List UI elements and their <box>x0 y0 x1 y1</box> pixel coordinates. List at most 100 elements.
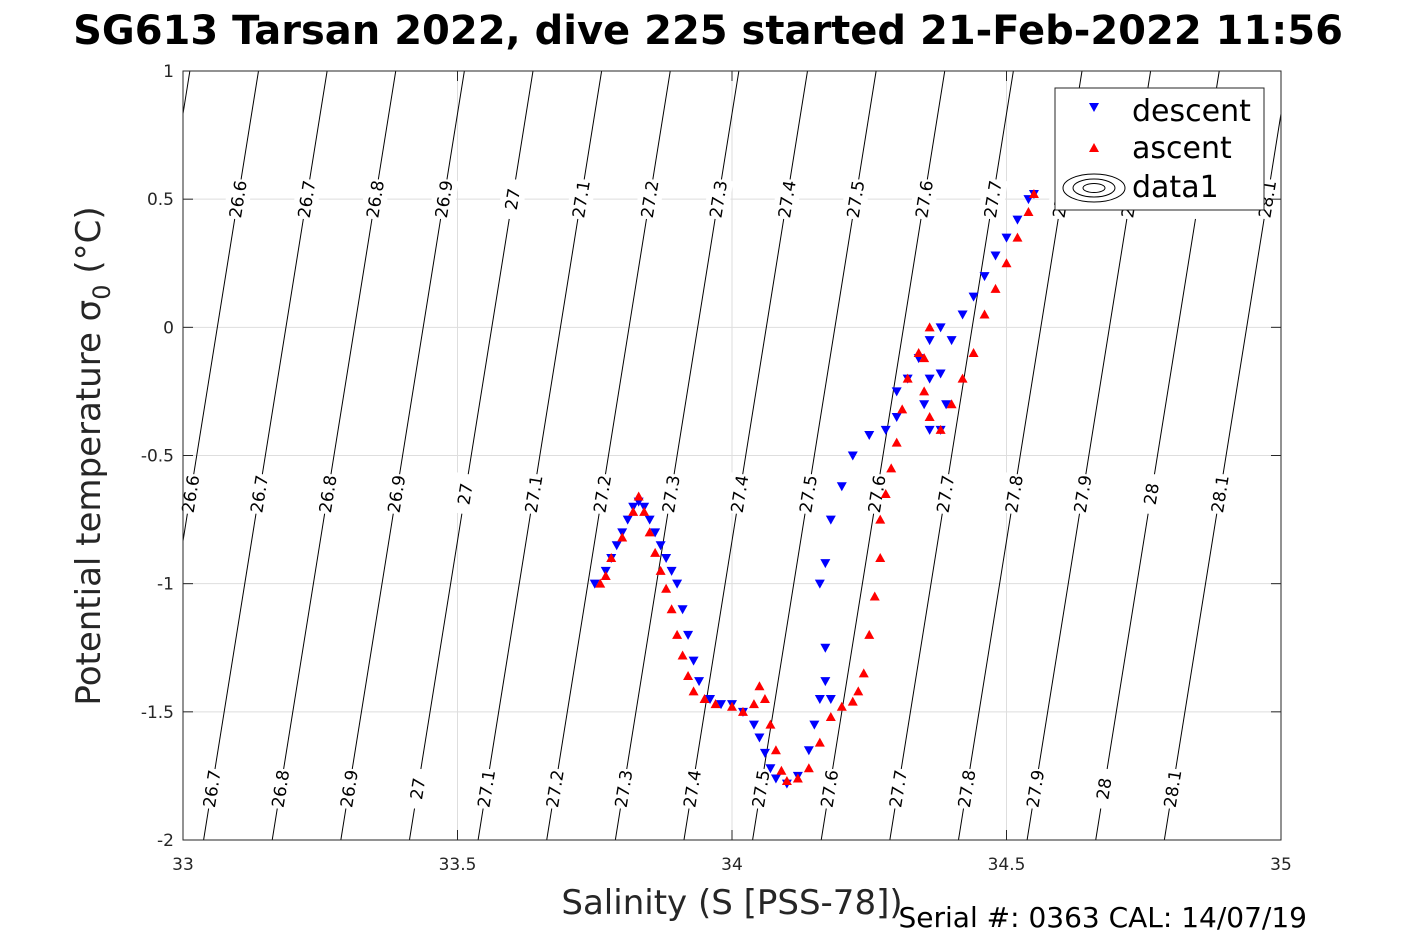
descent-point-56 <box>957 310 968 320</box>
descent-point-9 <box>644 515 655 525</box>
y-tick-label-6: 1 <box>163 62 174 82</box>
ascent-point-3 <box>617 532 628 542</box>
descent-point-5 <box>622 515 633 525</box>
descent-point-10 <box>650 528 661 538</box>
chart-title: SG613 Tarsan 2022, dive 225 started 21-F… <box>73 8 1343 54</box>
ascent-point-55 <box>1001 258 1012 268</box>
contour-label-bg-4-0 <box>428 177 459 221</box>
descent-point-18 <box>694 677 705 687</box>
x-tick-label-2: 34 <box>721 855 743 875</box>
contour-label-bg-4-2 <box>334 767 365 811</box>
legend-label-data1: data1 <box>1132 170 1219 205</box>
contour-label-bg-9-2 <box>677 767 708 811</box>
contour-label-bg-14-2 <box>1020 767 1051 811</box>
ascent-point-16 <box>699 694 710 704</box>
ascent-point-9 <box>655 565 666 575</box>
contour-label-bg-2-1 <box>244 472 275 516</box>
descent-point-36 <box>814 579 825 589</box>
contour-label-bg-7-0 <box>634 177 665 221</box>
ascent-point-32 <box>847 696 858 706</box>
contour-label-15-1: 28 <box>1141 482 1164 507</box>
legend-marker-ascent <box>1089 143 1099 152</box>
ascent-point-26 <box>781 776 792 786</box>
contour-label-bg-11-0 <box>909 177 940 221</box>
contour-label-bg-12-1 <box>930 472 961 516</box>
contour-label-bg-8-2 <box>608 767 639 811</box>
legend-marker-descent <box>1089 103 1099 112</box>
descent-point-19 <box>705 695 716 705</box>
x-tick-label-4: 35 <box>1270 855 1292 875</box>
legend[interactable]: descent ascent data1 <box>1054 87 1265 211</box>
contour-label-bg-8-0 <box>703 177 734 221</box>
contour-label-5-1: 27 <box>454 482 477 507</box>
legend-box <box>1054 87 1265 211</box>
contour-label-bg-10-2 <box>745 767 776 811</box>
ascent-point-21 <box>754 681 765 691</box>
contour-label-bg-16-1 <box>1204 472 1235 516</box>
descent-point-39 <box>836 482 847 492</box>
y-tick-label-1: -1.5 <box>141 703 174 723</box>
contour-label-bg-8-1 <box>655 472 686 516</box>
contour-label-bg-12-0 <box>977 177 1008 221</box>
ascent-point-8 <box>650 547 661 557</box>
descent-point-30 <box>803 746 814 756</box>
contour-label-bg-10-0 <box>840 177 871 221</box>
ascent-point-43 <box>902 373 913 383</box>
ascent-point-20 <box>748 699 759 709</box>
y-tick-label-3: -0.5 <box>141 447 174 467</box>
ascent-point-23 <box>765 719 776 729</box>
ascent-point-7 <box>644 527 655 537</box>
descent-point-0 <box>589 579 600 589</box>
descent-point-60 <box>1001 233 1012 243</box>
descent-point-48 <box>935 323 946 333</box>
ascent-point-38 <box>875 514 886 524</box>
contour-label-5-0: 27 <box>502 187 525 212</box>
contour-label-bg-6-2 <box>471 767 502 811</box>
ascent-point-31 <box>836 701 847 711</box>
x-tick-label-0: 33 <box>172 855 194 875</box>
descent-point-15 <box>677 605 688 615</box>
x-tick-label-3: 34.5 <box>988 855 1026 875</box>
ascent-point-30 <box>825 711 836 721</box>
ascent-point-14 <box>683 670 694 680</box>
ascent-point-42 <box>897 404 908 414</box>
ascent-point-53 <box>979 309 990 319</box>
ascent-point-4 <box>628 506 639 516</box>
y-tick-label-2: -1 <box>157 575 174 595</box>
ascent-point-17 <box>710 699 721 709</box>
ascent-point-1 <box>600 570 611 580</box>
contour-label-bg-9-1 <box>724 472 755 516</box>
descent-point-12 <box>661 554 672 564</box>
data-points <box>589 189 1039 789</box>
legend-marker-data1 <box>1062 173 1126 203</box>
contour-label-bg-6-0 <box>566 177 597 221</box>
contour-label-bg-13-2 <box>951 767 982 811</box>
y-tick-label-4: 0 <box>163 318 174 338</box>
ascent-point-35 <box>864 629 875 639</box>
descent-point-24 <box>754 733 765 743</box>
descent-point-43 <box>891 413 902 423</box>
descent-point-23 <box>748 720 759 730</box>
ascent-point-24 <box>770 745 781 755</box>
descent-point-3 <box>611 541 622 551</box>
descent-point-31 <box>809 720 820 730</box>
descent-point-13 <box>666 566 677 576</box>
contour-label-bg-9-0 <box>771 177 802 221</box>
ascent-point-28 <box>803 763 814 773</box>
ascent-point-56 <box>1012 232 1023 242</box>
ascent-point-34 <box>858 668 869 678</box>
descent-point-61 <box>1012 215 1023 225</box>
descent-point-59 <box>990 251 1001 261</box>
ascent-point-39 <box>880 488 891 498</box>
descent-point-51 <box>924 425 935 435</box>
descent-point-44 <box>891 387 902 397</box>
ascent-point-13 <box>677 650 688 660</box>
descent-point-53 <box>941 400 952 410</box>
descent-point-40 <box>847 451 858 461</box>
ascent-point-33 <box>853 686 864 696</box>
y-tick-label-5: 0.5 <box>147 190 174 210</box>
ascent-point-50 <box>946 399 957 409</box>
contour-label-15-2: 28 <box>1093 777 1116 802</box>
ascent-point-19 <box>737 706 748 716</box>
